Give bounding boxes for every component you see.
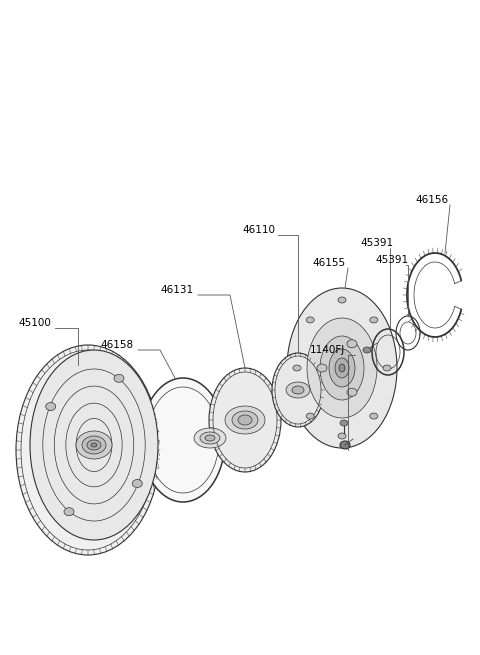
Ellipse shape xyxy=(76,431,112,459)
Ellipse shape xyxy=(347,388,357,396)
Ellipse shape xyxy=(340,420,348,426)
Ellipse shape xyxy=(141,378,225,502)
Ellipse shape xyxy=(194,428,226,448)
Ellipse shape xyxy=(370,317,378,323)
Ellipse shape xyxy=(347,340,357,348)
Text: 45391: 45391 xyxy=(375,255,408,265)
Text: 46156: 46156 xyxy=(415,195,448,205)
Ellipse shape xyxy=(370,413,378,419)
Text: 46158: 46158 xyxy=(100,340,133,350)
Ellipse shape xyxy=(64,508,74,515)
Text: 46131: 46131 xyxy=(160,285,193,295)
Ellipse shape xyxy=(340,441,350,449)
Ellipse shape xyxy=(286,382,310,398)
Ellipse shape xyxy=(335,358,349,378)
Text: 45100: 45100 xyxy=(18,318,51,328)
Ellipse shape xyxy=(114,374,124,383)
Ellipse shape xyxy=(306,413,314,419)
Ellipse shape xyxy=(82,436,106,454)
Ellipse shape xyxy=(30,350,158,540)
Text: 45391: 45391 xyxy=(360,238,393,248)
Text: 46155: 46155 xyxy=(312,258,345,268)
Ellipse shape xyxy=(238,415,252,425)
Text: 1140FJ: 1140FJ xyxy=(310,345,345,355)
Text: 46110: 46110 xyxy=(242,225,275,235)
Ellipse shape xyxy=(287,288,397,448)
Ellipse shape xyxy=(272,353,324,427)
Ellipse shape xyxy=(205,435,215,441)
Ellipse shape xyxy=(132,479,142,487)
Ellipse shape xyxy=(91,443,97,447)
Ellipse shape xyxy=(293,365,301,371)
Ellipse shape xyxy=(338,297,346,303)
Ellipse shape xyxy=(200,432,220,444)
Ellipse shape xyxy=(87,440,101,450)
Ellipse shape xyxy=(338,433,346,439)
Ellipse shape xyxy=(16,345,160,555)
Ellipse shape xyxy=(320,336,364,400)
Ellipse shape xyxy=(292,386,304,394)
Ellipse shape xyxy=(306,317,314,323)
Ellipse shape xyxy=(317,364,327,372)
Ellipse shape xyxy=(383,365,391,371)
Ellipse shape xyxy=(209,368,281,472)
Ellipse shape xyxy=(307,318,377,418)
Ellipse shape xyxy=(329,349,355,387)
Ellipse shape xyxy=(232,411,258,429)
Ellipse shape xyxy=(225,406,265,434)
Ellipse shape xyxy=(363,347,371,353)
Ellipse shape xyxy=(46,403,56,411)
Ellipse shape xyxy=(339,364,345,372)
